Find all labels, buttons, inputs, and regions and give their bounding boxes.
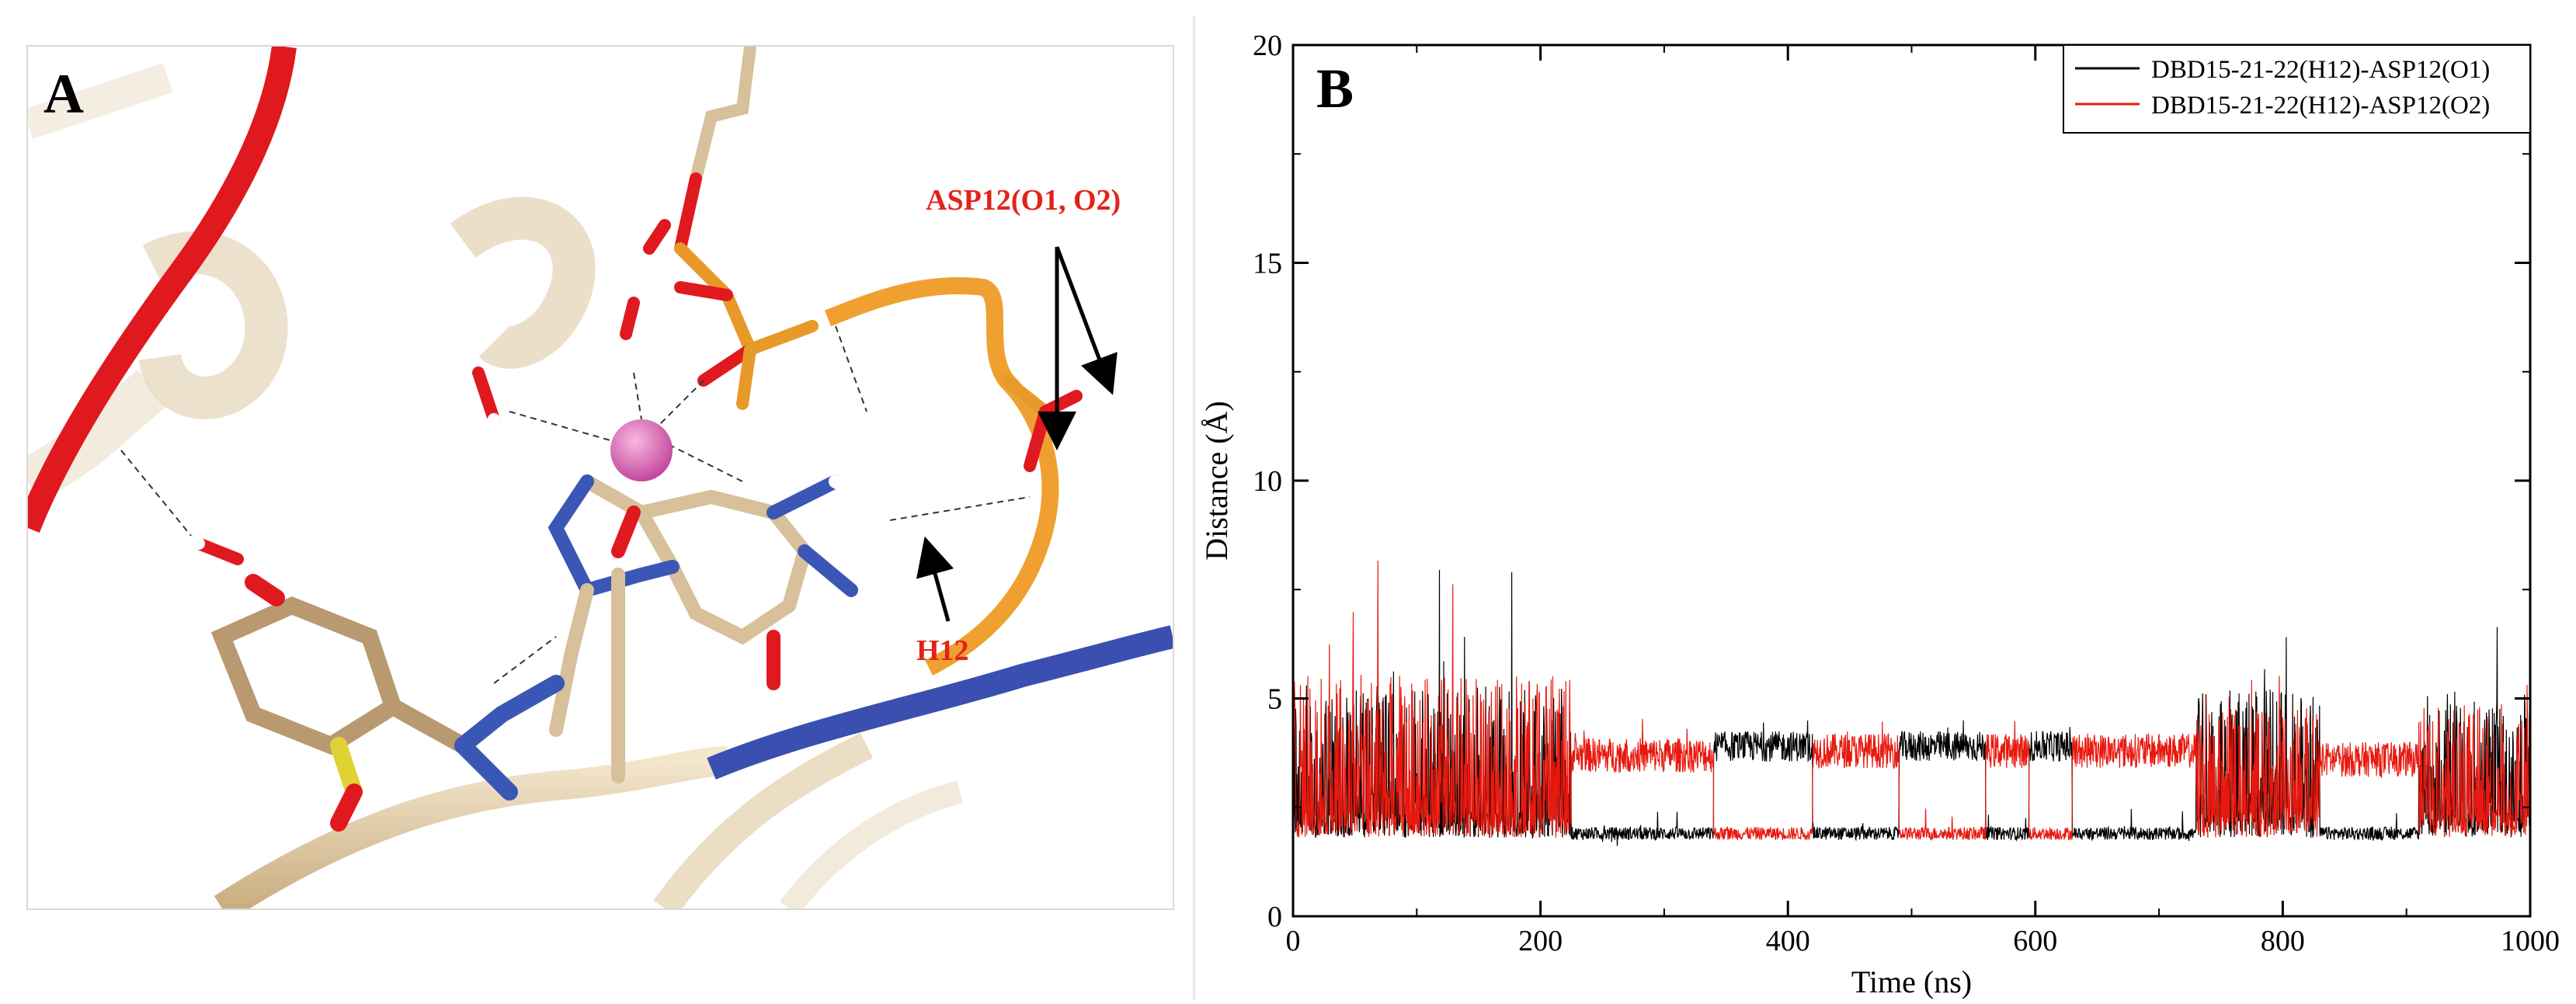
panel-b-letter: B [1316,57,1354,120]
x-axis-label: Time (ns) [1851,964,1972,999]
y-tick-label: 5 [1267,683,1282,716]
panel-a-letter: A [43,63,84,125]
y-tick-label: 0 [1267,901,1282,933]
legend-box [2063,44,2531,134]
series-line-1 [1292,569,2531,846]
metal-ion [610,419,673,481]
y-axis-label: Distance (Å) [1199,401,1234,560]
h12-label: H12 [916,634,969,667]
y-tick-label: 20 [1253,30,1282,62]
x-tick-label: 200 [1518,925,1563,957]
chart-legend: DBD15-21-22(H12)-ASP12(O1) DBD15-21-22(H… [2063,44,2531,134]
legend-entry-series-1: DBD15-21-22(H12)-ASP12(O1) [2151,56,2490,84]
x-tick-label: 800 [2261,925,2305,957]
y-tick-label: 15 [1253,248,1282,280]
x-tick-label: 400 [1766,925,1810,957]
series-line-2 [1292,561,2531,842]
distance-chart: 0 200 400 600 800 1000 0 5 10 15 20 Time (ns) Dist… [1199,30,2560,999]
x-tick-label: 0 [1286,925,1301,957]
plot-lines [1292,561,2531,846]
legend-entry-series-2: DBD15-21-22(H12)-ASP12(O2) [2151,92,2490,120]
x-tick-label: 600 [2013,925,2057,957]
y-tick-label: 10 [1253,465,1282,498]
distance-chart-panel: 0 200 400 600 800 1000 0 5 10 15 20 Time (ns) Dist… [1196,0,2576,1000]
x-tick-label: 1000 [2501,925,2560,957]
molecular-structure-image: A ASP12(O1, O2) H12 [28,47,1173,908]
asp12-label: ASP12(O1, O2) [926,184,1121,217]
axis-ticks: 0 200 400 600 800 1000 0 5 10 15 20 [1253,30,2560,957]
structure-panel: A ASP12(O1, O2) H12 [26,45,1174,910]
panel-divider [1193,16,1195,1000]
